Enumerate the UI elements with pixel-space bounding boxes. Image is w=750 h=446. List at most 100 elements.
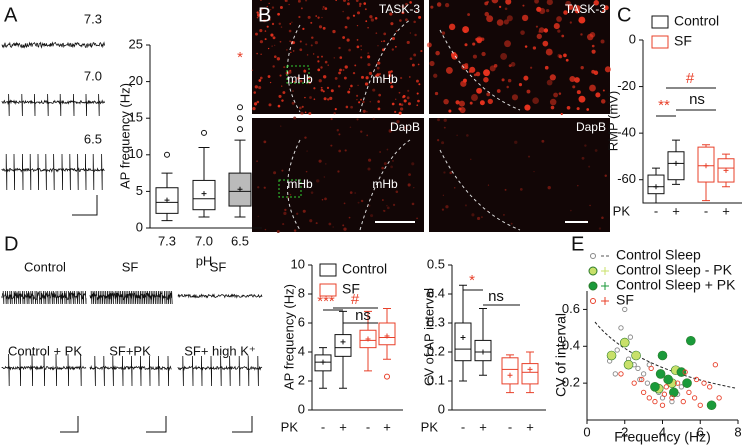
- signal-dot: [399, 76, 403, 80]
- signal-dot: [324, 197, 327, 201]
- signal-dot: [296, 212, 299, 215]
- region-label: mHb: [287, 72, 313, 86]
- signal-dot: [306, 54, 309, 56]
- signal-dot: [589, 204, 591, 207]
- trace: [177, 293, 263, 299]
- signal-dot: [464, 65, 469, 70]
- signal-dot: [487, 98, 493, 105]
- signal-dot: [327, 64, 329, 66]
- signal-dot: [276, 57, 281, 61]
- whisker-high: [383, 308, 391, 323]
- signal-dot: [366, 134, 369, 137]
- signal-dot: [313, 87, 316, 90]
- signal-dot: [486, 15, 494, 23]
- signal-dot: [269, 81, 272, 84]
- signal-dot: [536, 33, 542, 39]
- signal-dot: [364, 8, 367, 11]
- stain-label: DapB: [390, 120, 420, 134]
- signal-dot: [576, 107, 580, 111]
- signal-dot: [336, 129, 340, 132]
- signal-dot: [281, 169, 284, 172]
- signal-dot: [258, 9, 261, 12]
- signal-dot: [553, 23, 560, 30]
- stain-label: TASK-3: [565, 2, 606, 16]
- signal-dot: [603, 5, 609, 11]
- legend-label: SF: [674, 33, 692, 49]
- signal-dot: [390, 122, 394, 126]
- signal-dot: [522, 4, 525, 7]
- whisker-high: [161, 172, 173, 188]
- trace: [89, 355, 172, 387]
- signal-dot: [349, 126, 352, 128]
- signal-dot: [253, 101, 258, 106]
- signal-dot: [348, 216, 351, 219]
- signal-dot: [314, 41, 318, 45]
- signal-dot: [300, 111, 304, 116]
- signal-dot: [329, 96, 333, 100]
- signal-dot: [580, 65, 584, 70]
- signal-dot: [505, 0, 512, 5]
- signal-dot: [500, 52, 508, 60]
- signal-dot: [483, 77, 489, 83]
- signal-dot: [263, 186, 266, 189]
- whisker-low: [652, 193, 660, 204]
- signal-dot: [519, 188, 523, 191]
- signal-dot: [503, 214, 505, 216]
- signal-dot: [472, 42, 476, 46]
- legend-label: SF: [616, 292, 634, 308]
- signal-dot: [291, 101, 295, 105]
- signal-dot: [591, 49, 596, 54]
- signal-dot: [476, 87, 483, 94]
- signal-dot: [299, 48, 303, 52]
- signal-dot: [558, 92, 562, 95]
- x-tick-label: 4: [659, 424, 666, 439]
- signal-dot: [510, 222, 513, 225]
- signal-dot: [510, 62, 516, 67]
- signal-dot: [367, 167, 371, 171]
- x-tick-label: +: [339, 419, 347, 434]
- signal-dot: [360, 56, 363, 59]
- signal-dot: [391, 48, 395, 51]
- x-tick-label: 6.5: [231, 233, 249, 248]
- y-tick-label: 0.6: [562, 301, 580, 316]
- signal-dot: [348, 88, 351, 90]
- signal-dot: [374, 16, 378, 20]
- whisker-low: [722, 182, 730, 188]
- annotation: *: [237, 49, 243, 66]
- signal-dot: [303, 69, 307, 73]
- signal-dot: [504, 7, 508, 11]
- point: [686, 389, 692, 396]
- signal-dot: [293, 229, 297, 232]
- legend-label: Control: [674, 13, 719, 29]
- signal-dot: [489, 65, 496, 72]
- signal-dot: [413, 186, 415, 189]
- signal-dot: [276, 229, 280, 234]
- signal-dot: [333, 57, 336, 59]
- box: [334, 334, 352, 357]
- signal-dot: [370, 18, 375, 22]
- signal-dot: [527, 155, 531, 158]
- point: [707, 384, 713, 390]
- point: [697, 402, 703, 408]
- signal-dot: [561, 34, 565, 38]
- signal-dot: [313, 98, 316, 101]
- signal-dot: [259, 29, 263, 33]
- signal-dot: [327, 98, 330, 101]
- point: [669, 395, 675, 401]
- signal-dot: [320, 86, 323, 89]
- signal-dot: [334, 108, 337, 111]
- signal-dot: [301, 105, 304, 108]
- signal-dot: [307, 15, 311, 19]
- zoom-box: [278, 179, 302, 198]
- signal-dot: [338, 133, 341, 136]
- signal-dot: [486, 92, 491, 97]
- point: [686, 335, 696, 346]
- signal-dot: [473, 73, 477, 77]
- signal-dot: [578, 16, 586, 24]
- signal-dot: [563, 10, 568, 15]
- signal-dot: [406, 96, 410, 100]
- signal-dot: [574, 77, 580, 83]
- axis: [642, 40, 742, 204]
- point: [682, 378, 692, 388]
- signal-dot: [430, 5, 434, 9]
